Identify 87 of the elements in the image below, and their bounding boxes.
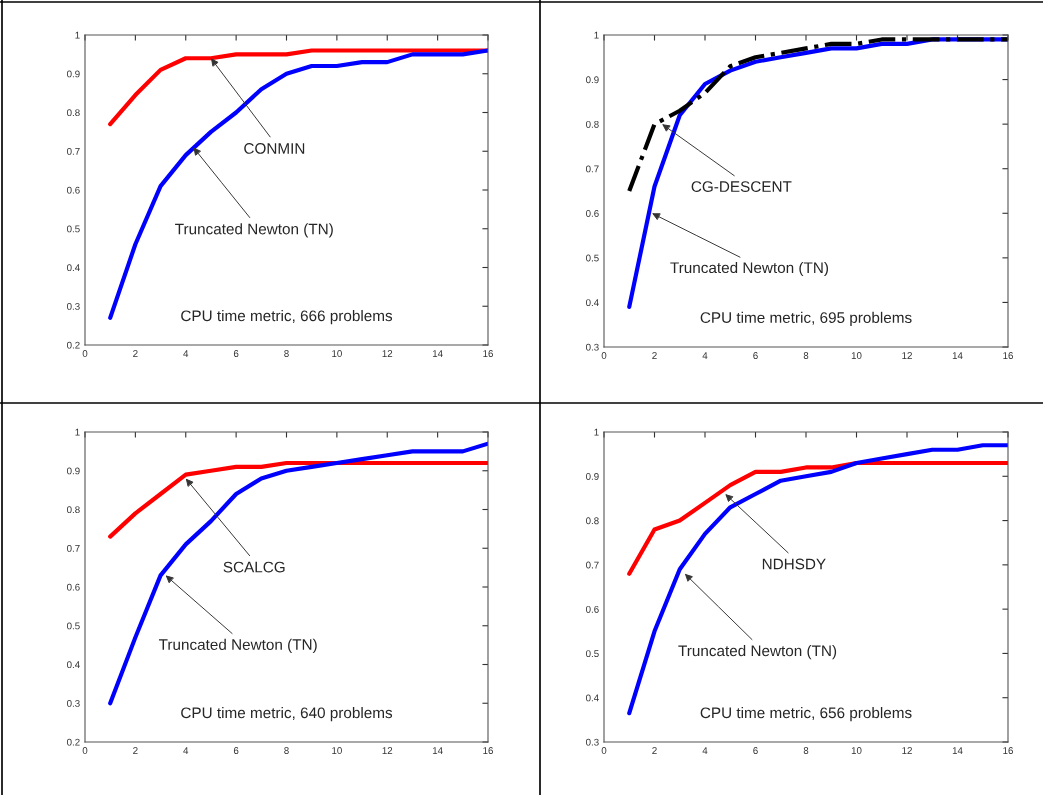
- annotation: Truncated Newton (TN): [158, 638, 317, 654]
- line-series: [108, 48, 488, 127]
- x-tick-label: 10: [851, 747, 862, 754]
- annotation: Truncated Newton (TN): [678, 644, 837, 660]
- x-tick-label: 2: [652, 352, 657, 359]
- annotation: Truncated Newton (TN): [670, 261, 829, 277]
- x-tick-label: 6: [233, 747, 239, 754]
- x-tick-label: 8: [803, 747, 809, 754]
- y-tick-label: 0.4: [586, 299, 599, 307]
- x-tick-label: 2: [652, 747, 657, 754]
- annotation: NDHSDY: [762, 558, 826, 570]
- x-tick-label: 16: [483, 747, 493, 754]
- annotation: CPU time metric, 640 problems: [181, 706, 393, 722]
- x-tick-label: 4: [183, 747, 189, 754]
- x-tick-label: 2: [133, 747, 138, 754]
- y-tick-label: 0.6: [586, 210, 599, 217]
- y-tick-label: 0.4: [67, 264, 80, 272]
- y-tick-label: 1: [594, 428, 599, 436]
- x-tick-label: 10: [332, 350, 342, 357]
- y-tick-label: 1: [594, 31, 599, 39]
- x-tick-label: 4: [702, 747, 708, 754]
- x-tick-label: 8: [284, 747, 289, 754]
- y-tick-label: 0.7: [586, 561, 599, 569]
- annotation: SCALCG: [223, 561, 285, 573]
- annotation: CONMIN: [244, 142, 305, 154]
- annotation: CG-DESCENT: [691, 181, 792, 192]
- y-tick-label: 0.5: [586, 254, 599, 262]
- x-tick-label: 14: [432, 350, 443, 357]
- y-tick-label: 0.3: [67, 302, 80, 310]
- y-tick-label: 0.3: [586, 738, 599, 746]
- y-tick-label: 1: [75, 428, 80, 436]
- x-tick-label: 16: [1003, 747, 1013, 754]
- y-tick-label: 0.3: [67, 699, 80, 707]
- x-tick-label: 14: [432, 747, 443, 754]
- y-tick-label: 0.8: [67, 109, 80, 117]
- x-tick-label: 16: [483, 350, 493, 357]
- x-tick-label: 10: [851, 352, 862, 359]
- x-tick-label: 14: [952, 747, 963, 754]
- x-tick-label: 4: [183, 350, 189, 357]
- y-tick-label: 0.9: [586, 473, 599, 480]
- y-tick-label: 0.5: [67, 225, 80, 233]
- x-tick-label: 12: [382, 350, 393, 357]
- line-series: [627, 37, 1008, 194]
- annotation: CPU time metric, 695 problems: [700, 311, 912, 327]
- x-tick-label: 0: [82, 747, 88, 754]
- x-tick-label: 0: [601, 747, 607, 754]
- annotation: Truncated Newton (TN): [175, 223, 333, 238]
- x-tick-label: 8: [803, 352, 809, 359]
- y-tick-label: 0.2: [67, 738, 80, 746]
- x-tick-label: 12: [902, 747, 912, 754]
- y-tick-label: 0.5: [586, 650, 599, 658]
- annotation: CPU time metric, 656 problems: [700, 706, 912, 722]
- y-tick-label: 0.5: [67, 622, 80, 630]
- y-tick-label: 0.6: [67, 186, 80, 194]
- x-tick-label: 6: [753, 352, 758, 359]
- x-tick-label: 12: [382, 747, 393, 754]
- line-series: [108, 441, 488, 706]
- x-tick-label: 2: [133, 350, 138, 357]
- x-tick-label: 12: [902, 352, 912, 359]
- y-tick-label: 0.7: [586, 165, 599, 173]
- x-tick-label: 0: [601, 352, 607, 359]
- y-tick-label: 0.8: [586, 120, 599, 128]
- y-tick-label: 0.8: [67, 506, 80, 514]
- annotation: CPU time metric, 666 problems: [181, 309, 393, 325]
- y-tick-label: 0.9: [67, 70, 80, 78]
- line-series: [627, 460, 1008, 576]
- x-tick-label: 0: [82, 350, 88, 357]
- y-tick-label: 0.9: [67, 467, 80, 475]
- line-series: [108, 460, 488, 539]
- y-tick-label: 0.2: [67, 341, 80, 349]
- y-tick-label: 0.9: [586, 76, 599, 84]
- x-tick-label: 4: [702, 352, 708, 359]
- x-tick-label: 6: [233, 350, 239, 357]
- x-tick-label: 6: [753, 747, 758, 754]
- x-tick-label: 8: [284, 350, 289, 357]
- y-tick-label: 0.3: [586, 343, 599, 351]
- y-tick-label: 0.7: [67, 544, 80, 552]
- x-tick-label: 14: [952, 352, 963, 359]
- x-tick-label: 10: [332, 747, 342, 754]
- y-tick-label: 0.4: [67, 661, 80, 669]
- y-tick-label: 1: [75, 31, 80, 39]
- y-tick-label: 0.6: [67, 583, 80, 591]
- y-tick-label: 0.4: [586, 694, 599, 702]
- y-tick-label: 0.7: [67, 147, 80, 155]
- x-tick-label: 16: [1003, 352, 1013, 359]
- y-tick-label: 0.6: [586, 605, 599, 613]
- y-tick-label: 0.8: [586, 517, 599, 525]
